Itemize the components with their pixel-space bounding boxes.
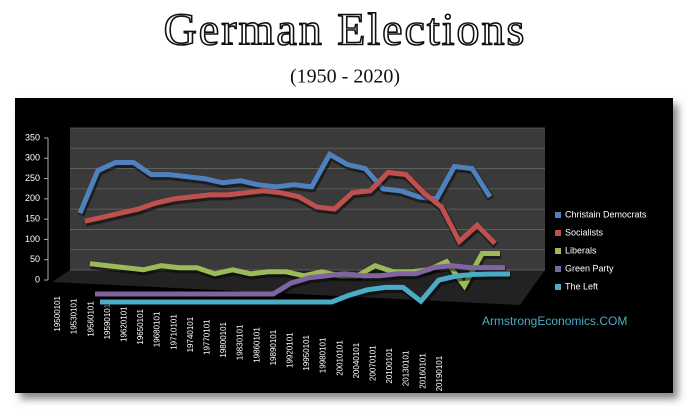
x-tick-label: 20100101 xyxy=(385,347,394,383)
y-tick-label: 50 xyxy=(30,254,40,264)
x-tick-label: 19770101 xyxy=(203,319,212,355)
series-line xyxy=(100,271,510,305)
legend-swatch xyxy=(555,266,561,272)
x-tick-label: 19980101 xyxy=(319,337,328,373)
x-tick-label: 19740101 xyxy=(186,316,195,352)
legend-swatch xyxy=(555,248,561,254)
x-tick-label: 19620101 xyxy=(120,306,129,342)
y-tick-label: 150 xyxy=(25,214,40,224)
x-tick-label: 19800101 xyxy=(219,321,228,357)
x-tick-label: 19950101 xyxy=(302,334,311,370)
x-tick-label: 19680101 xyxy=(153,311,162,347)
x-tick-label: 20160101 xyxy=(418,353,427,389)
series-line xyxy=(84,169,497,246)
legend-label: Green Party xyxy=(565,263,614,273)
x-tick-label: 20190101 xyxy=(435,355,444,391)
x-tick-label: 19530101 xyxy=(70,298,79,334)
x-tick-label: 19650101 xyxy=(136,308,145,344)
watermark: ArmstrongEconomics.COM xyxy=(482,314,627,328)
legend-label: Liberals xyxy=(565,245,597,255)
x-tick-label: 19920101 xyxy=(286,332,295,368)
y-tick-label: 200 xyxy=(25,193,40,203)
legend-swatch xyxy=(555,230,561,236)
x-tick-label: 20040101 xyxy=(352,342,361,378)
series-line xyxy=(95,263,505,297)
legend-swatch xyxy=(555,284,561,290)
chart-title: German Elections xyxy=(164,4,527,55)
floor xyxy=(52,270,545,305)
x-tick-label: 19590101 xyxy=(103,303,112,339)
legend-label: The Left xyxy=(565,281,599,291)
x-tick-label: 20130101 xyxy=(402,350,411,386)
x-tick-label: 19560101 xyxy=(86,301,95,337)
y-tick-label: 0 xyxy=(35,274,40,284)
series-line xyxy=(77,150,493,215)
x-tick-label: 19890101 xyxy=(269,329,278,365)
legend-label: Socialists xyxy=(565,227,604,237)
x-tick-label: 19710101 xyxy=(169,314,178,350)
chart-subtitle: (1950 - 2020) xyxy=(290,66,400,88)
x-tick-label: 19860101 xyxy=(252,327,261,363)
y-tick-label: 100 xyxy=(25,234,40,244)
legend-label: Christain Democrats xyxy=(565,209,647,219)
x-tick-label: 19500101 xyxy=(53,295,62,331)
x-tick-label: 20010101 xyxy=(335,340,344,376)
x-tick-label: 19830101 xyxy=(236,324,245,360)
y-tick-label: 350 xyxy=(25,132,40,142)
y-tick-label: 300 xyxy=(25,153,40,163)
legend-swatch xyxy=(555,212,561,218)
x-tick-label: 20070101 xyxy=(369,345,378,381)
y-tick-label: 250 xyxy=(25,173,40,183)
